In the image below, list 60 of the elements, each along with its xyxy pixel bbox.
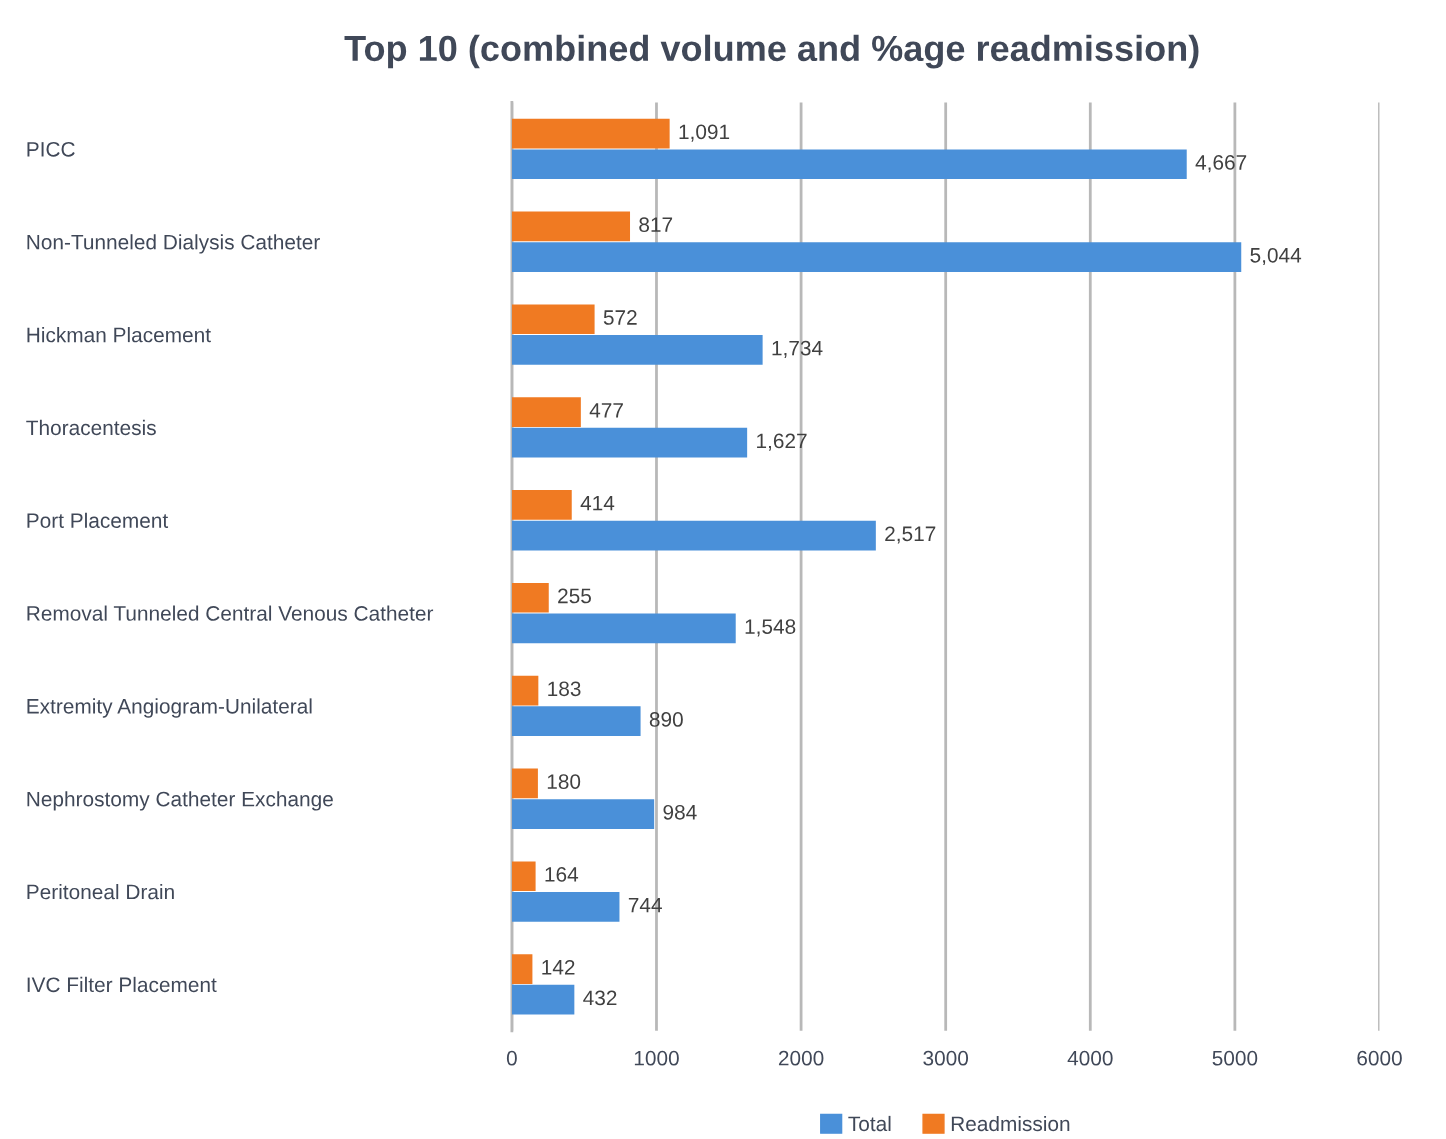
- bar: [511, 427, 748, 458]
- data-label: 414: [580, 495, 615, 511]
- bar: [511, 954, 533, 984]
- bar: [511, 799, 655, 829]
- data-label: 1,548: [745, 619, 796, 637]
- data-label: 477: [589, 403, 623, 418]
- data-label: 4,667: [1195, 155, 1247, 173]
- data-label: 1,091: [679, 124, 730, 142]
- data-label: 5,044: [1250, 247, 1302, 266]
- y-tick-label: Nephrostomy Catheter Exchange: [27, 791, 333, 811]
- bar: [511, 582, 549, 613]
- data-label: 744: [628, 897, 662, 913]
- x-tick-label: 1000: [634, 1050, 679, 1066]
- y-tick-label: Removal Tunneled Central Venous Catheter: [27, 605, 434, 621]
- bar: [511, 706, 641, 737]
- y-tick-label: Non-Tunneled Dialysis Catheter: [27, 234, 320, 254]
- y-tick-label: PICC: [27, 141, 75, 157]
- chart-title: Top 10 (combined volume and %age readmission): [344, 34, 1199, 69]
- data-label: 432: [583, 990, 617, 1006]
- data-label: 180: [547, 774, 581, 789]
- legend-label: Total: [848, 1115, 891, 1132]
- data-label: 142: [542, 959, 575, 975]
- bar: [511, 211, 631, 242]
- data-label: 817: [639, 217, 673, 233]
- x-tick-label: 3000: [923, 1050, 969, 1066]
- x-tick-label: 6000: [1357, 1050, 1402, 1066]
- data-label: 1,734: [772, 340, 823, 358]
- bar: [511, 149, 1187, 180]
- x-tick-label: 2000: [778, 1050, 824, 1066]
- y-tick-label: Extremity Angiogram-Unilateral: [27, 698, 312, 718]
- bar: [511, 335, 763, 365]
- bar: [511, 984, 575, 1015]
- legend-label: Readmission: [951, 1115, 1070, 1132]
- x-tick-label: 4000: [1067, 1050, 1113, 1066]
- bar: [511, 613, 736, 644]
- bar: [511, 861, 536, 892]
- bar: [511, 768, 538, 799]
- y-tick-label: Peritoneal Drain: [27, 884, 174, 900]
- x-tick-label: 0: [506, 1050, 517, 1066]
- x-tick-label: 5000: [1212, 1050, 1258, 1066]
- data-label: 1,627: [757, 433, 807, 451]
- data-label: 2,517: [885, 526, 936, 544]
- data-label: 984: [663, 804, 697, 820]
- y-tick-label: Thoracentesis: [26, 419, 156, 436]
- bar: [511, 397, 581, 427]
- data-label: 255: [558, 588, 591, 604]
- data-label: 183: [548, 681, 581, 697]
- bar: [511, 118, 670, 149]
- bar: [511, 675, 539, 706]
- bar: [511, 304, 595, 335]
- bar: [511, 892, 620, 922]
- data-label: 890: [649, 712, 683, 727]
- y-tick-label: Hickman Placement: [27, 327, 211, 343]
- data-label: 572: [603, 310, 637, 325]
- y-tick-label: Port Placement: [27, 512, 169, 528]
- bar: [511, 242, 1242, 272]
- y-tick-label: IVC Filter Placement: [27, 976, 217, 993]
- bar: [511, 520, 876, 551]
- bar: [511, 490, 572, 520]
- data-label: 164: [545, 867, 579, 882]
